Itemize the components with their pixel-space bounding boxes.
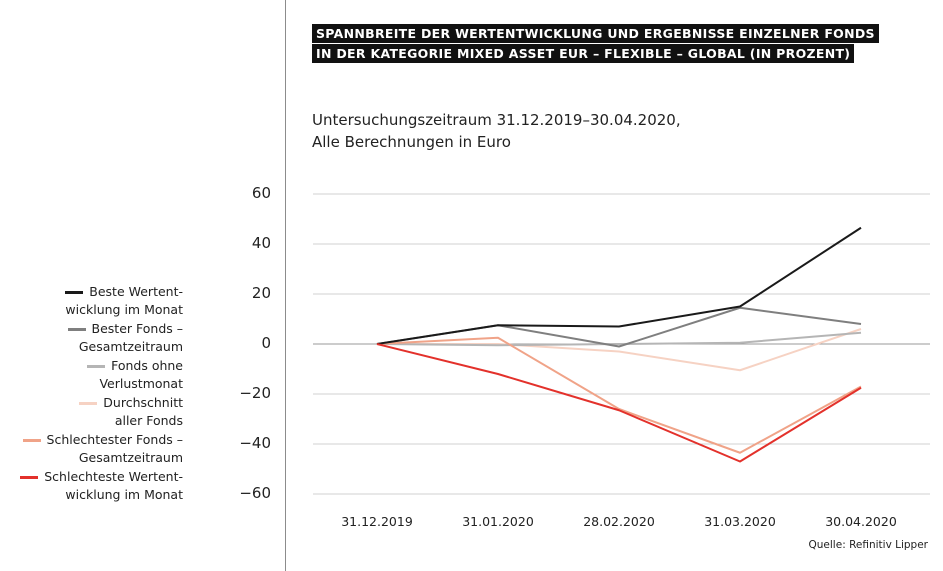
legend-label: Bester Fonds –	[91, 321, 183, 336]
legend-item: Schlechteste Wertent-wicklung im Monat	[0, 468, 183, 504]
y-tick-label: −40	[239, 434, 271, 452]
legend-swatch	[79, 402, 98, 405]
series-line	[376, 343, 862, 463]
source-note: Quelle: Refinitiv Lipper	[808, 539, 928, 551]
y-tick-label: 60	[251, 184, 271, 202]
legend-label: Beste Wertent-	[89, 284, 183, 299]
legend-swatch	[67, 328, 86, 331]
legend-label: wicklung im Monat	[65, 487, 183, 502]
y-tick-label: 0	[261, 334, 271, 352]
x-tick-label: 30.04.2020	[825, 514, 897, 529]
legend-label: wicklung im Monat	[65, 302, 183, 317]
legend-label: Gesamtzeitraum	[78, 450, 183, 465]
series-line	[377, 328, 862, 372]
y-tick-label: 20	[251, 284, 271, 302]
series-line	[376, 336, 862, 454]
chart-subtitle: Untersuchungszeitraum 31.12.2019–30.04.2…	[312, 109, 681, 153]
y-tick-label: 40	[251, 234, 271, 252]
series-line	[376, 226, 862, 345]
legend-label: Durchschnitt	[103, 395, 183, 410]
subtitle-line-1: Untersuchungszeitraum 31.12.2019–30.04.2…	[312, 111, 681, 129]
series-line	[376, 331, 862, 347]
legend-label: Verlustmonat	[99, 376, 183, 391]
y-tick-label: −60	[239, 484, 271, 502]
legend-swatch	[65, 291, 84, 294]
legend-item: Durchschnitt aller Fonds	[0, 394, 183, 430]
legend-label: Schlechtester Fonds –	[46, 432, 183, 447]
legend-swatch	[20, 476, 39, 479]
legend-label: Fonds ohne	[111, 358, 183, 373]
legend-label: Schlechteste Wertent-	[44, 469, 183, 484]
x-tick-label: 31.03.2020	[704, 514, 776, 529]
legend-label: aller Fonds	[114, 413, 183, 428]
legend: Beste Wertent-wicklung im Monat Bester Fo…	[0, 283, 183, 505]
legend-item: Fonds ohne Verlustmonat	[0, 357, 183, 393]
legend-swatch	[22, 439, 41, 442]
chart-title-line-2: IN DER KATEGORIE MIXED ASSET EUR – FLEXI…	[312, 44, 855, 63]
legend-item: Bester Fonds – Gesamtzeitraum	[0, 320, 183, 356]
x-tick-label: 28.02.2020	[583, 514, 655, 529]
vertical-divider	[285, 0, 286, 571]
legend-item: Schlechtester Fonds – Gesamtzeitraum	[0, 431, 183, 467]
x-tick-label: 31.01.2020	[462, 514, 534, 529]
chart-title-line-1: SPANNBREITE DER WERTENTWICKLUNG UND ERGE…	[312, 24, 879, 43]
subtitle-line-2: Alle Berechnungen in Euro	[312, 133, 511, 151]
y-tick-label: −20	[239, 384, 271, 402]
legend-item: Beste Wertent-wicklung im Monat	[0, 283, 183, 319]
legend-label: Gesamtzeitraum	[78, 339, 183, 354]
x-tick-label: 31.12.2019	[341, 514, 413, 529]
legend-swatch	[87, 365, 106, 368]
